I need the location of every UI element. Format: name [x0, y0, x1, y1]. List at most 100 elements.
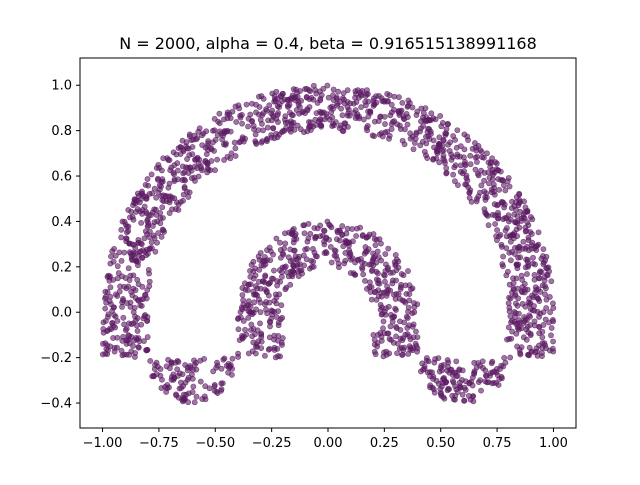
data-point — [493, 365, 500, 372]
data-point — [375, 270, 381, 277]
data-point — [481, 177, 487, 184]
data-point — [405, 350, 412, 357]
data-point — [275, 353, 281, 359]
data-point — [330, 86, 337, 93]
data-point — [457, 384, 464, 391]
data-point — [366, 231, 373, 238]
data-point — [116, 288, 123, 295]
data-point — [202, 383, 209, 390]
data-point — [381, 113, 388, 120]
data-point — [304, 128, 311, 135]
data-point — [160, 215, 166, 221]
data-point — [390, 269, 396, 276]
data-point — [135, 344, 142, 350]
data-point — [115, 270, 122, 276]
data-point — [251, 299, 258, 306]
data-point — [258, 93, 265, 99]
data-point — [440, 136, 447, 143]
data-point — [262, 352, 268, 359]
data-point — [363, 91, 370, 97]
data-point — [520, 238, 527, 245]
data-point — [448, 151, 455, 158]
data-point — [517, 319, 524, 326]
data-point — [346, 112, 353, 119]
data-point — [305, 221, 312, 227]
data-point — [544, 272, 551, 279]
data-point — [128, 208, 135, 215]
data-point — [284, 102, 291, 109]
data-point — [361, 250, 368, 257]
data-point — [502, 359, 509, 366]
data-point — [439, 148, 446, 154]
data-point — [107, 284, 114, 291]
data-point — [394, 350, 400, 357]
data-point — [153, 194, 160, 201]
data-point — [456, 367, 462, 374]
data-point — [442, 379, 449, 386]
data-point — [100, 319, 107, 326]
data-point — [475, 172, 482, 179]
data-point — [461, 397, 467, 404]
data-point — [499, 261, 506, 268]
data-point — [437, 113, 444, 119]
data-point — [548, 278, 555, 285]
data-point — [520, 334, 527, 341]
data-point — [474, 159, 480, 165]
data-point — [158, 233, 165, 240]
data-point — [127, 272, 134, 279]
data-point — [397, 122, 403, 129]
data-point — [419, 360, 426, 367]
data-point — [400, 347, 407, 353]
data-point — [173, 199, 180, 206]
data-point — [475, 142, 482, 149]
data-point — [258, 338, 265, 345]
data-point — [139, 283, 146, 290]
data-point — [179, 137, 186, 144]
data-point — [282, 119, 289, 126]
data-point — [202, 396, 209, 403]
data-point — [257, 320, 263, 327]
data-point — [340, 90, 347, 97]
data-point — [179, 371, 186, 378]
data-point — [103, 299, 110, 306]
data-point — [293, 235, 300, 242]
data-point — [432, 116, 439, 123]
data-point — [406, 282, 413, 289]
data-point — [335, 88, 342, 95]
data-point — [208, 146, 215, 153]
data-point — [253, 101, 259, 108]
data-point — [461, 131, 468, 138]
data-point — [534, 352, 541, 359]
data-point — [169, 206, 175, 213]
data-point — [114, 334, 121, 341]
data-point — [324, 82, 331, 89]
data-point — [121, 249, 128, 256]
data-point — [160, 192, 166, 199]
data-point — [540, 246, 547, 253]
data-point — [107, 260, 114, 267]
data-point — [382, 278, 388, 285]
data-point — [271, 135, 278, 142]
data-point — [525, 329, 532, 336]
data-point — [242, 286, 249, 293]
data-point — [274, 103, 281, 110]
data-point — [411, 300, 417, 306]
data-point — [393, 325, 400, 331]
data-point — [462, 378, 469, 385]
data-point — [232, 145, 239, 152]
data-point — [536, 324, 543, 330]
data-point — [180, 397, 187, 404]
data-point — [368, 268, 375, 274]
data-point — [539, 350, 545, 356]
data-point — [102, 294, 109, 300]
data-point — [401, 298, 408, 304]
data-point — [490, 379, 497, 386]
data-point — [253, 141, 260, 147]
data-point — [103, 346, 110, 352]
data-point — [410, 146, 417, 153]
data-point — [132, 317, 139, 324]
data-point — [482, 194, 489, 200]
data-point — [119, 337, 126, 344]
data-point — [397, 108, 404, 115]
